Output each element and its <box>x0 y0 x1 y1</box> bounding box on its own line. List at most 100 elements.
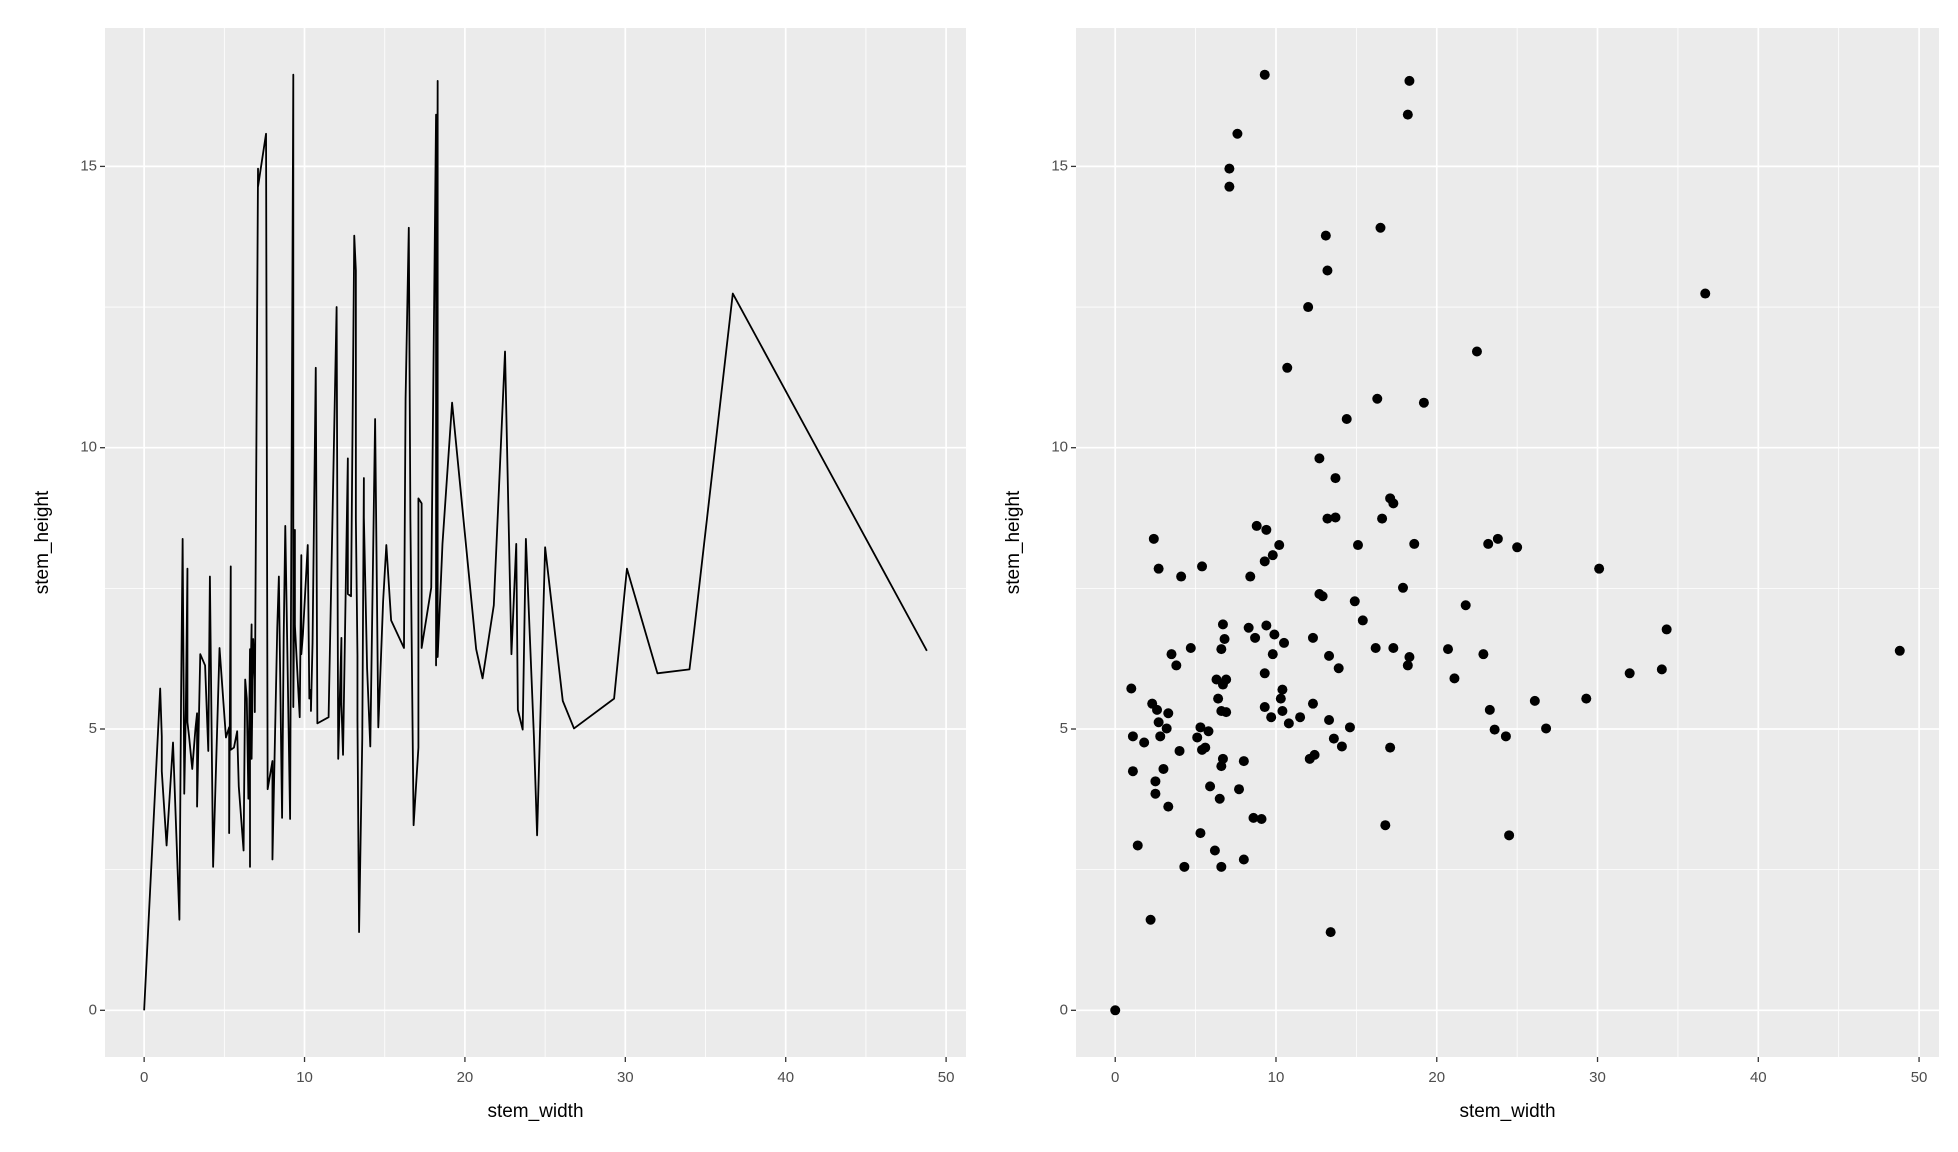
data-point <box>1484 704 1495 715</box>
data-point <box>1352 540 1363 551</box>
data-point <box>1243 622 1254 633</box>
data-point <box>1336 741 1347 752</box>
data-point <box>1402 109 1413 120</box>
data-point <box>1324 715 1335 726</box>
data-point <box>1267 649 1278 660</box>
data-point <box>1344 722 1355 733</box>
data-point <box>1219 633 1230 644</box>
data-point <box>1205 781 1216 792</box>
data-point <box>1594 563 1605 574</box>
data-point <box>1274 540 1285 551</box>
data-point <box>1238 854 1249 865</box>
x-tick-label: 50 <box>1911 1069 1928 1086</box>
data-point <box>1148 533 1159 544</box>
x-tick-label: 0 <box>1111 1069 1119 1086</box>
data-point <box>1656 664 1667 675</box>
data-point <box>1267 550 1278 561</box>
data-point <box>1320 230 1331 241</box>
data-point <box>1307 632 1318 643</box>
data-point <box>1404 651 1415 662</box>
x-tick-label: 20 <box>1428 1069 1445 1086</box>
data-point <box>1388 642 1399 653</box>
data-point <box>1443 644 1454 655</box>
data-point <box>1234 784 1245 795</box>
data-point <box>1259 556 1270 567</box>
data-point <box>1153 563 1164 574</box>
data-point <box>1333 663 1344 674</box>
plot-background <box>105 28 966 1057</box>
data-point <box>1192 732 1203 743</box>
data-point <box>1512 542 1523 553</box>
data-point <box>1483 538 1494 549</box>
data-point <box>1224 163 1235 174</box>
data-point <box>1500 731 1511 742</box>
data-point <box>1232 128 1243 139</box>
data-point <box>1478 649 1489 660</box>
data-point <box>1295 712 1306 723</box>
data-point <box>1661 624 1672 635</box>
panel: 0 10 20 30 40 50 0 5 10 15 stem_width stem_height <box>32 28 966 1122</box>
data-point <box>1307 698 1318 709</box>
data-point <box>1309 749 1320 760</box>
y-tick-label: 0 <box>1060 1001 1068 1018</box>
data-point <box>1251 520 1262 531</box>
data-point <box>1248 812 1259 823</box>
data-point <box>1385 742 1396 753</box>
data-point <box>1266 712 1277 723</box>
data-point <box>1322 513 1333 524</box>
data-point <box>1163 708 1174 719</box>
data-point <box>1200 742 1211 753</box>
data-point <box>1216 861 1227 872</box>
data-point <box>1277 705 1288 716</box>
x-tick-label: 40 <box>777 1069 794 1086</box>
y-tick-label: 10 <box>80 439 97 456</box>
data-point <box>1216 644 1227 655</box>
data-point <box>1624 668 1635 679</box>
x-tick-label: 20 <box>457 1069 474 1086</box>
data-point <box>1145 914 1156 925</box>
data-point <box>1217 619 1228 630</box>
data-point <box>1224 181 1235 192</box>
data-point <box>1279 637 1290 648</box>
x-axis-title: stem_width <box>487 1101 583 1122</box>
data-line <box>143 73 928 1011</box>
data-point <box>1700 288 1711 299</box>
data-point <box>1221 674 1232 685</box>
data-point <box>1330 512 1341 523</box>
data-point <box>1213 693 1224 704</box>
data-point <box>1398 582 1409 593</box>
y-tick-label: 15 <box>1051 157 1068 174</box>
x-tick-label: 30 <box>617 1069 634 1086</box>
x-tick-label: 10 <box>1268 1069 1285 1086</box>
data-point <box>1203 726 1214 737</box>
data-point <box>1161 723 1172 734</box>
data-point <box>1375 222 1386 233</box>
y-tick-label: 0 <box>89 1001 97 1018</box>
data-point <box>1217 753 1228 764</box>
data-point <box>1221 707 1232 718</box>
data-point <box>1418 397 1429 408</box>
data-point <box>1404 75 1415 86</box>
data-point <box>1541 723 1552 734</box>
x-axis-title: stem_width <box>1459 1101 1555 1122</box>
data-point <box>1150 788 1161 799</box>
data-point <box>1176 571 1187 582</box>
data-point <box>1504 830 1515 841</box>
data-point <box>1341 414 1352 425</box>
data-point <box>1283 718 1294 729</box>
data-point <box>1214 793 1225 804</box>
data-point <box>1195 828 1206 839</box>
data-point <box>1209 845 1220 856</box>
data-point <box>1174 745 1185 756</box>
data-point <box>1155 731 1166 742</box>
data-point <box>1166 649 1177 660</box>
x-tick-label: 10 <box>296 1069 313 1086</box>
data-point <box>1261 620 1272 631</box>
data-point <box>1245 571 1256 582</box>
data-point <box>1325 927 1336 938</box>
y-axis-title: stem_height <box>32 490 53 594</box>
data-point <box>1471 346 1482 357</box>
data-point <box>1132 840 1143 851</box>
data-point <box>1153 717 1164 728</box>
